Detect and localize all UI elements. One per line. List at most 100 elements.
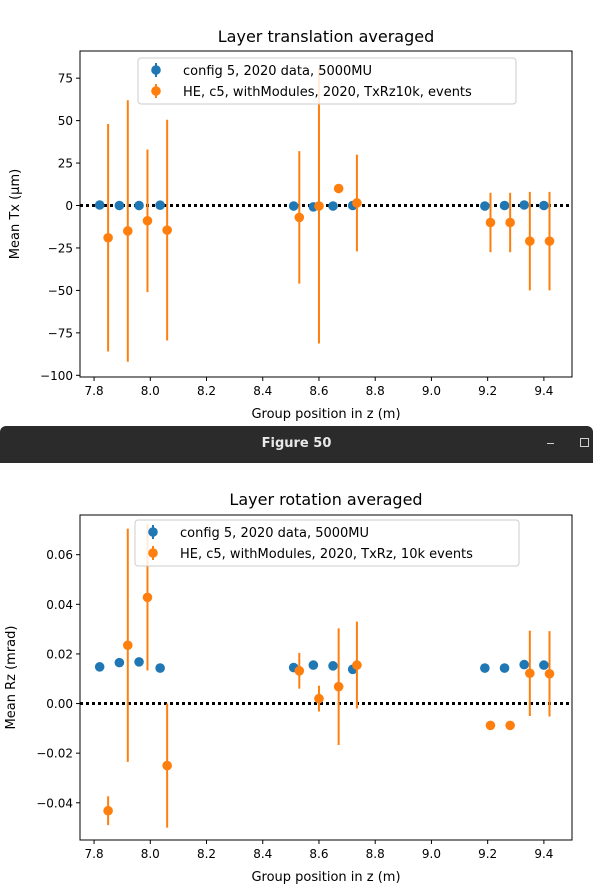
x-tick-label: 9.0 [422,384,441,398]
x-tick-label: 8.4 [253,847,272,861]
x-axis-label: Group position in z (m) [251,870,400,885]
data-point [333,681,344,692]
data-point [544,668,555,679]
window-title: Figure 50 [261,436,332,451]
translation-chart: Layer translation averaged 7.8 8.0 8.2 8.4 8.… [8,27,573,422]
minimize-icon[interactable] [541,434,559,452]
data-point [103,805,113,816]
legend-label: HE, c5, withModules, 2020, TxRz, 10k eve… [180,547,473,562]
plot-frame [79,50,573,378]
x-axis-label: Group position in z (m) [251,407,400,422]
data-point [499,200,510,211]
data-point [485,720,496,731]
x-tick-label: 7.8 [85,847,104,861]
series-0 [94,200,549,212]
y-axis-label: Mean Tx (μm) [8,169,23,259]
data-point [162,760,172,771]
data-point [519,200,530,210]
x-tick-label: 7.8 [85,384,104,398]
y-tick-label: 25 [58,157,73,171]
y-tick-label: 75 [58,72,73,86]
data-point [308,660,319,670]
plot-frame [79,514,573,841]
data-point [480,663,490,673]
data-point [162,225,172,235]
rotation-chart: Layer rotation averaged 7.8 8.0 8.2 8.4 8.6 8.… [4,490,573,885]
data-point [485,217,496,228]
data-point [122,640,133,651]
y-tick-label: −100 [40,369,73,383]
series-1 [103,68,555,362]
figure-window-titlebar[interactable]: Figure 50 [0,426,593,463]
x-tick-label: 8.2 [197,847,216,861]
y-tick-label: −0.04 [36,796,73,810]
data-point [314,201,324,211]
data-point [114,657,125,668]
legend-label: config 5, 2020 data, 5000MU [183,64,372,79]
y-tick-label: 0 [65,199,73,213]
x-tick-label: 8.2 [197,384,216,398]
data-point [155,200,165,210]
data-point [94,200,105,210]
data-point [505,217,515,228]
data-point [294,666,305,676]
data-point [142,215,153,226]
y-tick-label: −50 [48,284,73,298]
data-point [352,198,362,208]
data-point [333,183,344,194]
data-point [122,226,133,236]
y-tick-label: 50 [58,114,73,128]
x-tick-label: 8.8 [366,847,385,861]
data-point [155,663,165,673]
y-tick-label: 0.04 [46,598,73,612]
x-tick-label: 9.4 [534,847,553,861]
x-tick-label: 8.0 [141,847,160,861]
data-point [142,592,153,603]
data-point [294,212,305,223]
chart-title: Layer translation averaged [218,27,434,46]
x-tick-label: 9.2 [478,384,497,398]
data-point [103,232,113,243]
data-point [134,657,144,667]
plot-area [80,524,572,828]
x-tick-label: 9.0 [422,847,441,861]
data-point [114,200,125,211]
series-1 [103,524,555,828]
legend-box [137,57,517,105]
series-0 [94,657,549,675]
legend-label: config 5, 2020 data, 5000MU [180,526,369,541]
x-tick-label: 9.2 [478,847,497,861]
data-point [94,662,105,672]
data-point [134,200,144,211]
data-point [328,201,338,211]
legend-box [134,519,520,567]
data-point [314,693,324,704]
legend-label: HE, c5, withModules, 2020, TxRz10k, even… [183,85,472,100]
y-tick-label: −25 [48,241,73,255]
y-tick-label: −75 [48,326,73,340]
data-point [352,660,362,670]
data-point [288,201,299,211]
x-tick-label: 8.6 [309,384,328,398]
y-tick-label: 0.06 [46,548,73,562]
x-tick-label: 9.4 [534,384,553,398]
y-axis-label: Mean Rz (mrad) [4,626,19,730]
legend-marker [151,65,161,75]
y-tick-label: −0.02 [36,747,73,761]
legend-marker [151,86,161,96]
chart-title: Layer rotation averaged [229,490,422,509]
legend-marker [148,548,158,558]
plot-area [80,68,572,362]
y-tick-label: 0.02 [46,647,73,661]
x-tick-label: 8.4 [253,384,272,398]
data-point [480,201,490,211]
data-point [539,660,549,670]
y-tick-label: 0.00 [46,697,73,711]
data-point [525,668,535,679]
data-point [499,663,510,673]
data-point [539,200,549,211]
x-tick-label: 8.0 [141,384,160,398]
maximize-icon[interactable] [575,434,593,452]
x-tick-label: 8.6 [309,847,328,861]
